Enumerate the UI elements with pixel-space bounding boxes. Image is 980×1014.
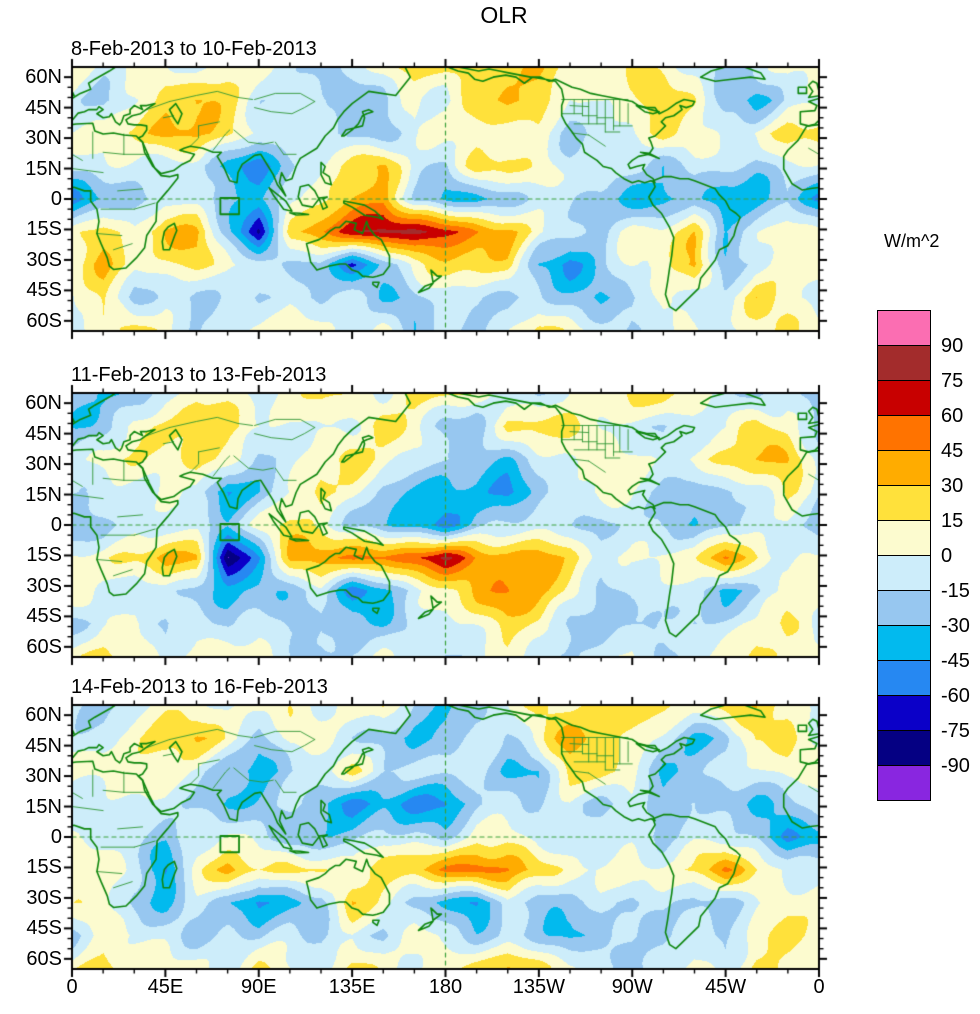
colorbar-tick-label: 45 xyxy=(941,440,964,462)
colorbar-tick-label: 60 xyxy=(941,405,964,427)
y-tick-label: 45N xyxy=(25,422,62,445)
x-tick-label: 45E xyxy=(147,976,184,998)
map-panel-3 xyxy=(58,691,833,983)
colorbar-tick-label: -90 xyxy=(941,755,970,777)
y-tick-label: 30S xyxy=(26,574,62,597)
y-tick-label: 0 xyxy=(50,188,62,210)
y-tick-label: 45N xyxy=(25,734,62,757)
y-tick-label: 15N xyxy=(25,157,62,180)
y-tick-label: 30N xyxy=(25,453,62,476)
x-tick-label: 90W xyxy=(611,976,653,998)
map-panel-2 xyxy=(58,379,833,671)
y-tick-label: 30N xyxy=(25,765,62,788)
y-tick-label: 15N xyxy=(25,483,62,506)
y-tick-label: 60S xyxy=(26,635,62,658)
y-tick-label: 15S xyxy=(26,218,62,241)
x-tick-label: 135E xyxy=(328,976,376,998)
y-tick-label: 30S xyxy=(26,886,62,909)
colorbar-tick-label: 90 xyxy=(941,335,964,357)
y-tick-label: 15N xyxy=(25,795,62,818)
x-tick-label: 45W xyxy=(705,976,747,998)
colorbar-cell xyxy=(877,590,931,626)
x-tick-label: 0 xyxy=(813,976,825,998)
colorbar-cell xyxy=(877,415,931,451)
colorbar-tick-label: 15 xyxy=(941,510,964,532)
colorbar-tick-label: -15 xyxy=(941,580,970,602)
y-tick-label: 15S xyxy=(26,856,62,879)
colorbar-units-label: W/m^2 xyxy=(884,231,940,251)
colorbar-cell xyxy=(877,765,931,801)
y-tick-label: 60N xyxy=(25,704,62,727)
y-tick-label: 60S xyxy=(26,947,62,970)
colorbar-tick-label: -30 xyxy=(941,615,970,637)
map-panel-1 xyxy=(58,53,833,345)
colorbar-cell xyxy=(877,450,931,486)
y-tick-label: 0 xyxy=(50,826,62,848)
colorbar-cell xyxy=(877,485,931,521)
colorbar-cell xyxy=(877,520,931,556)
y-tick-label: 30N xyxy=(25,127,62,150)
y-tick-label: 45S xyxy=(26,917,62,940)
colorbar-cell xyxy=(877,660,931,696)
colorbar-cell xyxy=(877,310,931,346)
x-tick-label: 180 xyxy=(428,976,463,998)
colorbar-tick-label: 0 xyxy=(941,545,953,567)
colorbar-cell xyxy=(877,730,931,766)
colorbar-tick-label: -60 xyxy=(941,685,970,707)
colorbar-tick-label: -75 xyxy=(941,720,970,742)
y-tick-label: 60N xyxy=(25,66,62,89)
colorbar-cell xyxy=(877,695,931,731)
colorbar-tick-label: -45 xyxy=(941,650,970,672)
x-tick-label: 0 xyxy=(66,976,78,998)
y-tick-label: 45S xyxy=(26,279,62,302)
x-tick-label: 135W xyxy=(512,976,565,998)
x-tick-label: 90E xyxy=(240,976,277,998)
y-tick-label: 15S xyxy=(26,544,62,567)
figure-title: OLR xyxy=(480,2,528,28)
colorbar-cell xyxy=(877,380,931,416)
y-tick-label: 45S xyxy=(26,605,62,628)
colorbar-cell xyxy=(877,625,931,661)
y-tick-label: 45N xyxy=(25,96,62,119)
colorbar-tick-label: 30 xyxy=(941,475,964,497)
y-tick-label: 60S xyxy=(26,309,62,332)
y-tick-label: 60N xyxy=(25,392,62,415)
colorbar-cell xyxy=(877,555,931,591)
colorbar-cell xyxy=(877,345,931,381)
colorbar xyxy=(877,310,931,801)
colorbar-tick-label: 75 xyxy=(941,370,964,392)
y-tick-label: 0 xyxy=(50,514,62,536)
y-tick-label: 30S xyxy=(26,248,62,271)
